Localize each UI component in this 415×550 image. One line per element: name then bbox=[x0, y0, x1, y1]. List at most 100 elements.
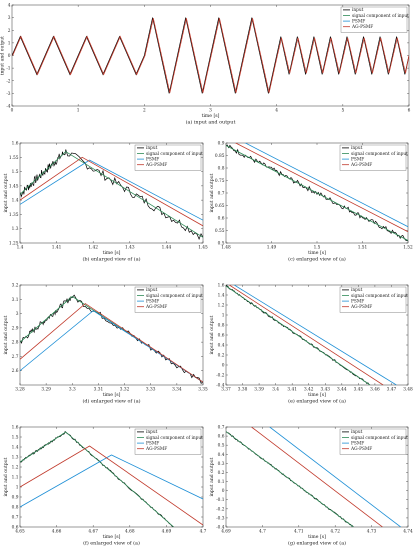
y-tick-label: 0.75 bbox=[215, 179, 225, 184]
series-group bbox=[12, 17, 409, 94]
x-tick-label: 4.69 bbox=[221, 530, 231, 535]
x-tick-label: 1.49 bbox=[267, 246, 277, 251]
y-tick-label: 3.1 bbox=[12, 298, 19, 303]
legend-entry: signal component of input bbox=[351, 152, 408, 157]
series-group bbox=[20, 294, 203, 384]
y-tick-label: 2.9 bbox=[12, 326, 19, 331]
x-tick-label: 4.69 bbox=[162, 530, 172, 535]
legend-entry: AG-PSMF bbox=[350, 305, 372, 310]
y-tick-label: 0 bbox=[222, 364, 225, 369]
series-line-psmf bbox=[269, 427, 401, 527]
y-tick-label: 1.2 bbox=[12, 466, 19, 471]
legend-entry: PSMF bbox=[146, 441, 159, 446]
x-tick-label: 1.41 bbox=[52, 246, 62, 251]
series-group bbox=[20, 149, 203, 240]
legend-entry: signal component of input bbox=[146, 436, 203, 441]
legend-entry: signal component of input bbox=[351, 294, 408, 299]
y-axis-label: input and output bbox=[209, 173, 215, 212]
legend-entry: signal component of input bbox=[146, 294, 203, 299]
x-tick-label: 4.7 bbox=[200, 530, 207, 535]
y-tick-label: 0.4 bbox=[218, 344, 225, 349]
x-tick-label: 3.44 bbox=[337, 388, 347, 393]
x-tick-label: 3.28 bbox=[15, 388, 25, 393]
series-line-psmf bbox=[20, 454, 203, 508]
y-tick-label: -2 bbox=[6, 79, 10, 84]
x-tick-label: 1 bbox=[77, 109, 80, 114]
x-tick-label: 1.44 bbox=[162, 246, 172, 251]
x-axis-label: time [s] bbox=[103, 250, 121, 256]
legend-entry: PSMF bbox=[146, 157, 159, 162]
y-tick-label: 1.55 bbox=[9, 156, 19, 161]
y-tick-label: 0.9 bbox=[218, 142, 225, 147]
legend-entry: input bbox=[352, 8, 364, 13]
legend-entry: AG-PSMF bbox=[351, 25, 373, 30]
series-group bbox=[226, 427, 401, 527]
y-tick-label: 1.6 bbox=[12, 142, 19, 147]
x-tick-label: 3.29 bbox=[41, 388, 51, 393]
x-axis-label: time [s] bbox=[103, 534, 121, 540]
y-tick-label: -0.2 bbox=[216, 507, 225, 512]
legend-entry: input bbox=[146, 146, 158, 151]
x-axis-label: time [s] bbox=[308, 392, 326, 398]
y-tick-label: -0.2 bbox=[216, 374, 225, 379]
x-tick-label: 3.45 bbox=[354, 388, 364, 393]
y-tick-label: 2.7 bbox=[12, 355, 19, 360]
x-tick-label: 6 bbox=[408, 109, 411, 114]
chart-caption: (b) enlarged view of (a) bbox=[82, 256, 140, 263]
y-tick-label: 1.6 bbox=[12, 426, 19, 431]
y-tick-label: 1.6 bbox=[218, 284, 225, 289]
x-tick-label: 3.46 bbox=[370, 388, 380, 393]
chart-caption: (g) enlarged view of (a) bbox=[288, 540, 346, 547]
y-tick-label: 1.1 bbox=[12, 476, 19, 481]
x-tick-label: 3.39 bbox=[254, 388, 264, 393]
y-tick-label: 0.5 bbox=[218, 242, 225, 247]
x-tick-label: 4 bbox=[275, 109, 278, 114]
legend-entry: AG-PSMF bbox=[145, 305, 167, 310]
y-tick-label: 3 bbox=[8, 16, 11, 21]
x-tick-label: 4.73 bbox=[367, 530, 377, 535]
y-tick-label: 0.55 bbox=[215, 229, 225, 234]
x-tick-label: 3.3 bbox=[69, 388, 76, 393]
legend-box bbox=[339, 144, 407, 171]
y-tick-label: 0.8 bbox=[12, 506, 19, 511]
y-tick-label: 0.2 bbox=[218, 354, 225, 359]
plot-frame bbox=[225, 426, 409, 528]
y-tick-label: 0.4 bbox=[218, 453, 225, 458]
y-axis-label: input and output bbox=[3, 173, 9, 212]
series-line-signal-component-of-input bbox=[20, 151, 203, 238]
x-tick-label: 3.43 bbox=[320, 388, 330, 393]
y-tick-label: -0.4 bbox=[216, 526, 225, 531]
legend-entry: PSMF bbox=[146, 299, 159, 304]
series-line-ag-psmf bbox=[12, 18, 409, 93]
x-tick-label: 4.71 bbox=[294, 530, 304, 535]
x-tick-label: 1.42 bbox=[88, 246, 98, 251]
y-tick-label: 0.65 bbox=[215, 204, 225, 209]
x-tick-label: 4.74 bbox=[403, 530, 413, 535]
chart-caption: (a) input and output bbox=[186, 119, 236, 126]
series-line-ag-psmf bbox=[251, 427, 383, 527]
legend-entry: input bbox=[351, 430, 363, 435]
legend-entry: PSMF bbox=[351, 157, 364, 162]
series-line-ag-psmf bbox=[229, 285, 384, 385]
series-line-psmf bbox=[244, 143, 408, 228]
series-group bbox=[226, 143, 408, 241]
x-tick-label: 3.32 bbox=[120, 388, 130, 393]
series-line-psmf bbox=[20, 159, 203, 221]
legend-entry: signal component of input bbox=[146, 152, 203, 157]
legend-entry: AG-PSMF bbox=[145, 447, 167, 452]
legend-entry: PSMF bbox=[352, 19, 365, 24]
y-tick-label: 0.7 bbox=[218, 192, 225, 197]
series-line-input bbox=[20, 294, 203, 384]
x-tick-label: 3 bbox=[209, 109, 212, 114]
x-tick-label: 4.68 bbox=[125, 530, 135, 535]
chart-d: 3.28 3.29 3.3 3.31 3.32 3.33 3.34 3.35 2.6 2.7 2.8… bbox=[3, 284, 208, 405]
chart-b: 1.4 1.41 1.42 1.43 1.44 1.45 1.25 1.3 1.35 1.4 1.4… bbox=[3, 142, 208, 263]
legend-entry: signal component of input bbox=[351, 436, 408, 441]
y-tick-label: 1.5 bbox=[12, 436, 19, 441]
y-tick-label: -0.3 bbox=[216, 516, 225, 521]
